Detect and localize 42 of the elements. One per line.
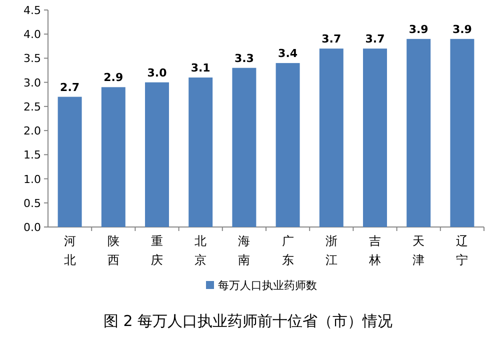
bar [188,78,213,227]
x-tick-label: 陕西 [107,234,120,267]
x-tick-label: 北京 [194,234,207,267]
x-tick-label: 吉林 [368,234,381,267]
bar [363,48,387,227]
data-label: 2.9 [104,71,124,84]
x-tick-label: 河北 [64,234,76,267]
y-tick-label: 4.5 [24,4,41,17]
data-label: 3.4 [278,47,298,60]
x-tick-label: 广东 [282,234,294,267]
data-label: 3.9 [408,22,428,36]
x-tick-label: 辽宁 [456,234,468,267]
data-label: 3.0 [147,66,168,80]
data-label: 3.9 [452,22,472,36]
x-tick-label: 浙江 [325,234,338,267]
data-label: 2.7 [60,80,80,94]
bar [406,38,431,227]
data-label: 3.3 [234,52,254,65]
text: 图 2 每万人口执业药师前十位省（市）情况 [103,312,393,330]
y-tick-label: 1.0 [24,172,41,186]
y-tick-label: 4.0 [24,28,41,42]
bar [145,82,169,227]
bar [58,96,82,227]
x-tick-label: 天津 [412,234,425,267]
y-tick-label: 2.0 [24,124,41,138]
y-tick-label: 3.5 [24,52,41,66]
x-tick-label: 海南 [238,234,250,267]
bar [450,38,474,227]
data-label: 3.7 [365,32,385,46]
bar [319,48,344,227]
y-tick-label: 3.0 [24,76,41,90]
y-tick-label: 2.5 [24,100,41,114]
bar [276,63,300,227]
x-tick-label: 重庆 [151,234,163,267]
legend-label: 每万人口执业药师数 [218,279,317,292]
bar [101,87,126,227]
y-tick-label: 1.5 [24,148,41,162]
y-tick-label: 0.5 [24,196,41,210]
bar [232,68,256,227]
data-label: 3.1 [190,62,210,75]
y-tick-label: 0.0 [24,221,41,234]
data-label: 3.7 [322,32,342,46]
